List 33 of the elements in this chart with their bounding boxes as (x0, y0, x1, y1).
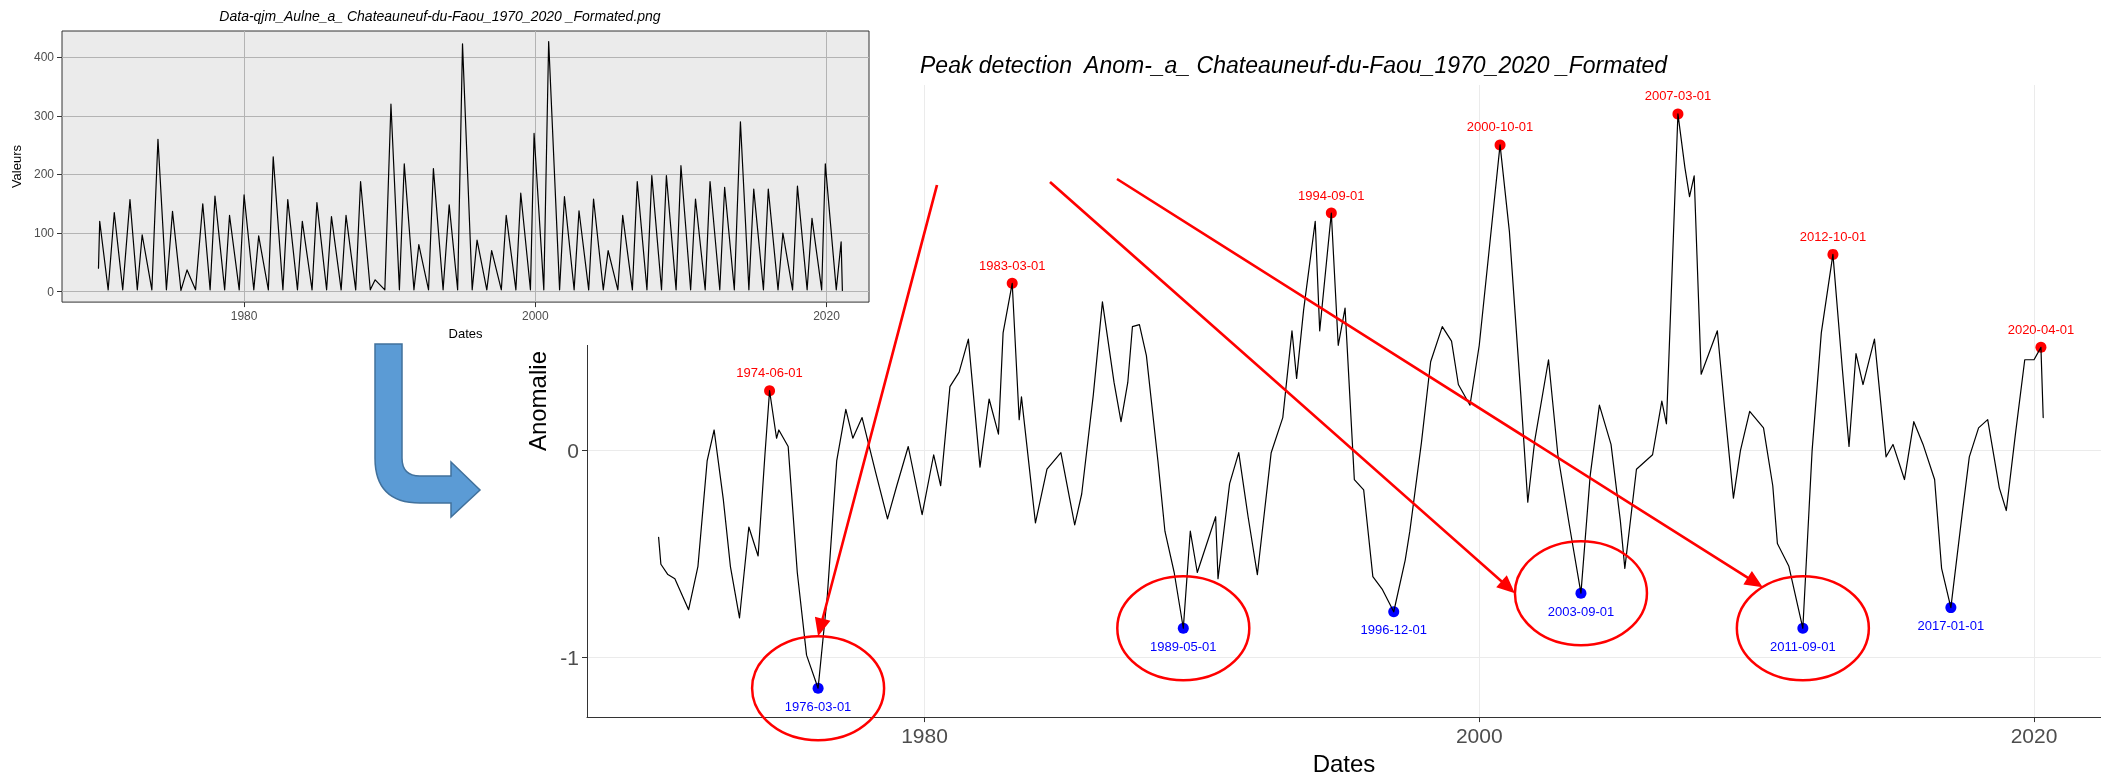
y-tick-label: 0 (47, 284, 55, 299)
data-label: 1994-09-01 (1298, 187, 1365, 203)
chart-title: Peak detection Anom-_a_ Chateauneuf-du-Faou_1970_2020 _Formated (920, 51, 1669, 78)
data-label: 1974-06-01 (736, 365, 803, 381)
x-tick-label: 1980 (901, 724, 948, 748)
y-axis-title: Anomalie (523, 351, 551, 452)
x-axis-title: Dates (448, 326, 483, 341)
y-tick-label: 300 (33, 108, 55, 123)
data-label: 2020-04-01 (2007, 321, 2075, 337)
data-label: 2000-10-01 (1466, 119, 1534, 135)
y-tick-label: 100 (33, 226, 55, 241)
x-tick-label: 2000 (1455, 724, 1503, 748)
x-tick-label: 2020 (2010, 724, 2058, 748)
y-tick-label: 200 (33, 167, 55, 182)
data-label: 1983-03-01 (978, 257, 1046, 273)
y-tick-label: -1 (560, 645, 579, 669)
data-label: 1976-03-01 (784, 698, 852, 714)
data-label: 1989-05-01 (1150, 638, 1217, 654)
data-label: 2003-09-01 (1547, 603, 1615, 619)
x-axis-title: Dates (1312, 749, 1376, 777)
y-axis-title: Valeurs (9, 144, 25, 189)
x-tick-label: 2000 (521, 309, 549, 324)
chart-title: Data-qjm_Aulne_a_ Chateauneuf-du-Faou_1970_2020 _Formated.png (219, 8, 661, 24)
data-label: 2017-01-01 (1917, 618, 1985, 634)
x-tick-label: 2020 (813, 309, 841, 324)
x-tick-label: 1980 (230, 309, 258, 324)
line-series (97, 40, 843, 291)
data-label: 2012-10-01 (1799, 228, 1867, 244)
data-label: 2011-09-01 (1770, 638, 1836, 654)
y-tick-label: 0 (567, 439, 579, 463)
y-tick-label: 400 (33, 50, 55, 65)
data-label: 1996-12-01 (1360, 622, 1427, 638)
data-label: 2007-03-01 (1644, 88, 1712, 104)
